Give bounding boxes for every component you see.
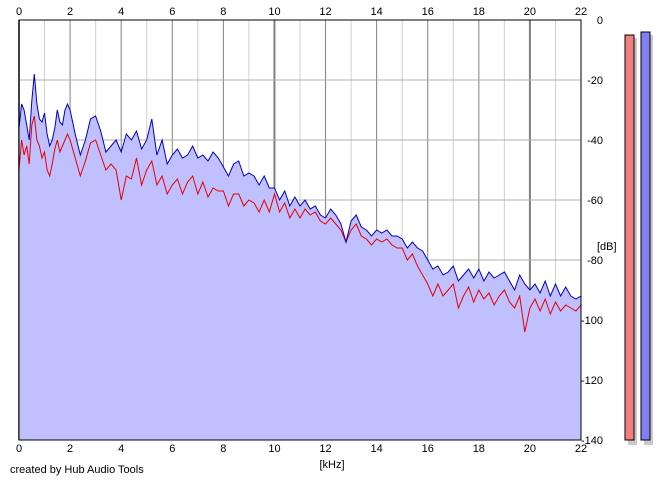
x-tick-label-top: 18 (473, 6, 485, 18)
x-tick-label-bottom: 6 (169, 443, 175, 455)
x-tick-label-bottom: 20 (524, 443, 536, 455)
x-tick-label-top: 12 (319, 6, 331, 18)
y-tick-label: -60 (587, 195, 603, 207)
x-tick-label-top: 22 (575, 6, 587, 18)
y-tick-label: -100 (581, 315, 603, 327)
y-tick-label: -40 (587, 135, 603, 147)
y-tick-labels: 0 -20 -40 -60 -80 -100 -120 -140 (581, 15, 603, 447)
x-tick-label-bottom: 18 (473, 443, 485, 455)
series-line-1 (18, 115, 582, 333)
x-tick-label-top: 6 (169, 6, 175, 18)
plot-frame (18, 19, 582, 441)
y-tick-label: 0 (597, 15, 603, 27)
x-tick-label-bottom: 4 (118, 443, 124, 455)
y-axis-label: [dB] (597, 241, 617, 253)
x-tick-label-bottom: 22 (575, 443, 587, 455)
x-tick-label-top: 2 (67, 6, 73, 18)
x-tick-label-bottom: 0 (16, 443, 22, 455)
x-tick-labels-top: 0 2 4 6 8 10 12 14 16 18 20 22 (16, 6, 587, 18)
x-tick-label-top: 10 (268, 6, 280, 18)
x-tick-label-bottom: 10 (268, 443, 280, 455)
y-tick-label: -20 (587, 75, 603, 87)
x-tick-label-top: 20 (524, 6, 536, 18)
x-tick-label-bottom: 14 (371, 443, 383, 455)
x-tick-label-top: 16 (422, 6, 434, 18)
x-tick-label-bottom: 2 (67, 443, 73, 455)
y-tick-label: -140 (581, 435, 603, 447)
credit-text: created by Hub Audio Tools (10, 464, 144, 476)
level-meter-bar (640, 31, 651, 441)
y-tick-label: -80 (587, 255, 603, 267)
x-tick-label-top: 0 (16, 6, 22, 18)
spectrum-area-fill (19, 74, 581, 440)
x-tick-label-bottom: 8 (220, 443, 226, 455)
series-lines (18, 73, 582, 333)
level-meter-bar (624, 34, 635, 441)
x-axis-label: [kHz] (319, 459, 344, 471)
y-tick-label: -120 (581, 375, 603, 387)
x-tick-label-top: 4 (118, 6, 124, 18)
x-tick-labels-bottom: 0 2 4 6 8 10 12 14 16 18 20 22 (16, 443, 587, 455)
x-tick-label-bottom: 16 (422, 443, 434, 455)
x-tick-label-top: 14 (371, 6, 383, 18)
level-meters (624, 31, 653, 445)
x-tick-label-top: 8 (220, 6, 226, 18)
x-tick-label-bottom: 12 (319, 443, 331, 455)
series-line-0 (18, 73, 582, 300)
